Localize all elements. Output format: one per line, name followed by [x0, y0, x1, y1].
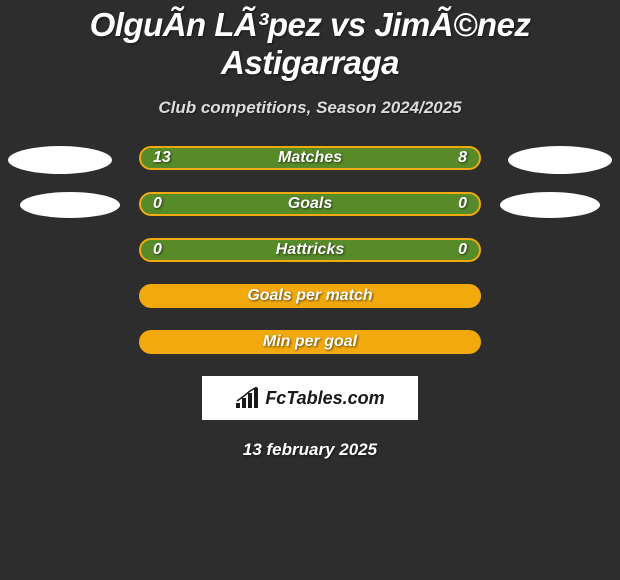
stat-value-right: 0	[458, 241, 467, 259]
branding-box[interactable]: FcTables.com	[202, 376, 418, 420]
player-right-ellipse	[508, 146, 612, 174]
stat-row: Goals per match	[0, 284, 620, 308]
stat-row: Matches 13 8	[0, 146, 620, 170]
comparison-subtitle: Club competitions, Season 2024/2025	[0, 98, 620, 118]
stat-label: Goals	[288, 195, 332, 213]
stat-label: Hattricks	[276, 241, 344, 259]
stat-bar: Hattricks 0 0	[139, 238, 481, 262]
stat-row: Goals 0 0	[0, 192, 620, 216]
stat-row: Hattricks 0 0	[0, 238, 620, 262]
stats-container: Matches 13 8 Goals 0 0 Hattricks 0 0 Goals per ma…	[0, 146, 620, 354]
stat-value-right: 8	[458, 149, 467, 167]
stat-value-left: 0	[153, 195, 162, 213]
stat-value-left: 0	[153, 241, 162, 259]
stat-bar: Matches 13 8	[139, 146, 481, 170]
stat-label: Matches	[278, 149, 342, 167]
branding-text: FcTables.com	[265, 388, 384, 409]
comparison-title: OlguÃ­n LÃ³pez vs JimÃ©nez Astigarraga	[0, 0, 620, 84]
player-right-ellipse	[500, 192, 600, 218]
stat-label: Min per goal	[263, 333, 357, 351]
player-left-ellipse	[20, 192, 120, 218]
player-left-ellipse	[8, 146, 112, 174]
stat-bar: Min per goal	[139, 330, 481, 354]
stat-value-left: 13	[153, 149, 171, 167]
stat-bar: Goals 0 0	[139, 192, 481, 216]
stat-row: Min per goal	[0, 330, 620, 354]
footer-date: 13 february 2025	[0, 440, 620, 460]
stat-value-right: 0	[458, 195, 467, 213]
fctables-logo-icon	[235, 387, 261, 409]
stat-bar: Goals per match	[139, 284, 481, 308]
stat-label: Goals per match	[247, 287, 372, 305]
